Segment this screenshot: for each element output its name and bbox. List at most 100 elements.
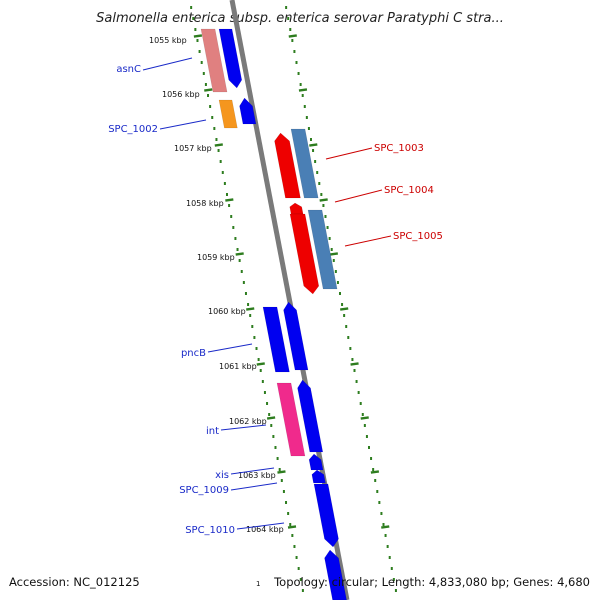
minor-tick — [230, 215, 233, 218]
major-tick — [256, 362, 265, 366]
minor-tick — [244, 292, 247, 295]
leader-SPC_1010 — [236, 522, 285, 530]
gene-SPC_1009 — [311, 469, 326, 484]
major-tick — [235, 252, 244, 256]
minor-tick — [357, 391, 360, 394]
major-tick — [266, 416, 276, 420]
gene-label-SPC_1005[interactable]: SPC_1005 — [393, 231, 443, 242]
left-leader-lines — [142, 57, 285, 530]
minor-tick — [285, 6, 288, 9]
minor-tick — [303, 105, 306, 108]
minor-tick — [382, 523, 385, 526]
minor-tick — [378, 501, 381, 504]
gene-pncB-b — [283, 301, 309, 371]
minor-tick — [287, 17, 290, 20]
minor-tick — [307, 127, 310, 130]
minor-tick — [272, 435, 275, 438]
accession-text: Accession: NC_012125 — [9, 575, 140, 589]
gene-SPC_1005 — [289, 213, 320, 295]
major-tick — [246, 307, 255, 311]
minor-tick — [301, 94, 304, 97]
minor-tick — [192, 17, 195, 20]
minor-tick — [305, 116, 308, 119]
position-mark: 1 — [256, 580, 260, 588]
minor-tick — [234, 237, 237, 240]
gene-label-SPC_1010[interactable]: SPC_1010 — [185, 525, 235, 536]
gene-label-xis[interactable]: xis — [215, 470, 229, 481]
major-tick — [370, 470, 380, 474]
major-tick — [381, 525, 390, 529]
minor-tick — [318, 182, 321, 185]
minor-tick — [309, 138, 312, 141]
minor-tick — [343, 314, 346, 317]
left-gene-labels: asnC SPC_1002 pncB int xis SPC_1009 SPC_… — [108, 64, 235, 536]
minor-tick — [276, 457, 279, 460]
gene-label-SPC_1003[interactable]: SPC_1003 — [374, 143, 424, 154]
gene-label-SPC_1002[interactable]: SPC_1002 — [108, 124, 158, 135]
gene-label-pncB[interactable]: pncB — [181, 348, 206, 359]
gene-asnC-left — [200, 28, 228, 93]
major-tick — [319, 198, 328, 202]
minor-tick — [268, 413, 271, 416]
minor-tick — [388, 556, 391, 559]
major-tick — [225, 198, 234, 202]
minor-tick — [326, 226, 329, 229]
leader-SPC_1005 — [344, 235, 392, 247]
minor-tick — [390, 567, 393, 570]
minor-tick — [334, 270, 337, 273]
gene-next — [324, 549, 347, 600]
minor-tick — [349, 347, 352, 350]
minor-tick — [293, 50, 296, 53]
minor-tick — [194, 28, 197, 31]
leader-int — [220, 424, 267, 431]
minor-tick — [312, 149, 315, 152]
minor-tick — [289, 28, 292, 31]
leader-SPC_1009 — [230, 482, 278, 491]
kbp-label-1056: 1056 kbp — [162, 90, 200, 99]
gene-xis — [308, 453, 324, 471]
minor-tick — [384, 534, 387, 537]
gene-label-SPC_1009[interactable]: SPC_1009 — [179, 485, 229, 496]
minor-tick — [247, 303, 250, 306]
gene-label-int[interactable]: int — [206, 426, 219, 437]
gene-label-asnC[interactable]: asnC — [116, 64, 141, 75]
minor-tick — [213, 127, 216, 130]
minor-tick — [338, 292, 341, 295]
gene-label-SPC_1004[interactable]: SPC_1004 — [384, 185, 434, 196]
minor-tick — [274, 446, 277, 449]
minor-tick — [293, 545, 296, 548]
gene-SPC_1003b — [290, 128, 319, 199]
topology-text: Topology: circular; Length: 4,833,080 bp… — [273, 575, 590, 589]
major-tick — [329, 252, 339, 256]
minor-tick — [270, 424, 273, 427]
minor-tick — [204, 83, 207, 86]
minor-tick — [202, 72, 205, 75]
minor-tick — [324, 215, 327, 218]
minor-tick — [345, 325, 348, 328]
gene-int-b — [297, 379, 324, 453]
minor-tick — [251, 325, 254, 328]
map-title: Salmonella enterica subsp. enterica sero… — [96, 11, 504, 26]
gene-SPC_1003 — [274, 132, 301, 199]
minor-tick — [190, 6, 193, 9]
kbp-label-1064: 1064 kbp — [246, 525, 284, 534]
minor-tick — [232, 226, 235, 229]
kbp-label-1055: 1055 kbp — [149, 36, 187, 45]
minor-tick — [266, 402, 269, 405]
gene-int — [276, 382, 306, 457]
kbp-label-1061: 1061 kbp — [219, 362, 257, 371]
gene-pncB — [262, 306, 290, 373]
minor-tick — [353, 369, 356, 372]
minor-tick — [261, 380, 264, 383]
minor-tick — [240, 270, 243, 273]
gene-SPC_1010 — [313, 483, 339, 548]
minor-tick — [374, 479, 377, 482]
minor-tick — [376, 490, 379, 493]
minor-tick — [332, 259, 335, 262]
minor-tick — [301, 589, 304, 592]
minor-tick — [361, 413, 364, 416]
minor-tick — [320, 193, 323, 196]
minor-tick — [295, 556, 298, 559]
minor-tick — [215, 138, 218, 141]
minor-tick — [207, 94, 210, 97]
